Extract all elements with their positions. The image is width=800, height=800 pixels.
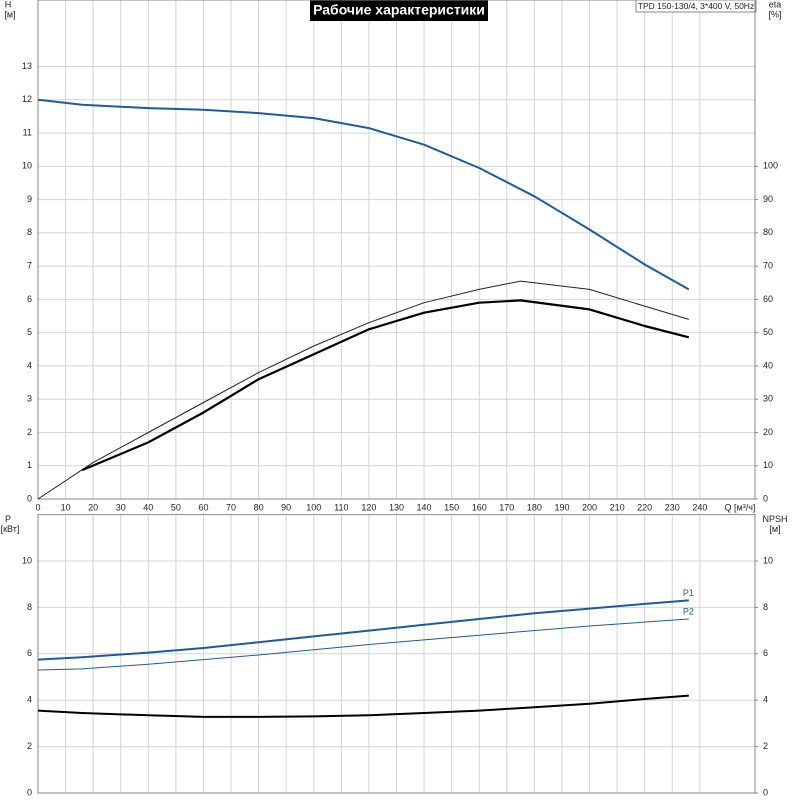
x-tick-label: 190	[554, 502, 569, 512]
y2-tick-label: 4	[763, 695, 768, 705]
y-tick-label: 8	[27, 602, 32, 612]
y2-axis-label: NPSH	[762, 514, 787, 524]
y2-tick-label: 20	[763, 427, 773, 437]
y-axis-unit: [кВт]	[1, 524, 20, 534]
series-line	[81, 299, 690, 472]
series-label: P2	[683, 606, 694, 616]
y-axis-label: H	[5, 0, 12, 9]
x-tick-label: 80	[254, 502, 264, 512]
y2-tick-label: 30	[763, 394, 773, 404]
chart-title: Рабочие характеристики	[313, 2, 485, 18]
x-tick-label: 180	[527, 502, 542, 512]
series-line	[37, 618, 689, 671]
y2-tick-label: 90	[763, 194, 773, 204]
x-tick-label: 230	[665, 502, 680, 512]
y-tick-label: 3	[27, 394, 32, 404]
x-tick-label: 100	[306, 502, 321, 512]
y-tick-label: 10	[22, 555, 32, 565]
y2-tick-label: 100	[763, 161, 778, 171]
y-axis-label: P	[5, 514, 11, 524]
x-axis-label: Q [м³/ч]	[725, 502, 756, 512]
y2-tick-label: 10	[763, 555, 773, 565]
y2-tick-label: 6	[763, 648, 768, 658]
x-tick-label: 50	[171, 502, 181, 512]
annotation-box	[635, 0, 757, 13]
y-tick-label: 11	[23, 127, 32, 137]
x-tick-label: 220	[637, 502, 652, 512]
y-tick-label: 2	[27, 427, 32, 437]
x-tick-label: 200	[582, 502, 597, 512]
y-tick-label: 6	[27, 294, 32, 304]
y2-tick-label: 80	[763, 227, 773, 237]
y2-tick-label: 70	[763, 261, 773, 271]
y-tick-label: 0	[27, 493, 32, 503]
x-tick-label: 110	[334, 502, 348, 512]
y2-tick-label: 0	[763, 787, 768, 797]
y2-tick-label: 0	[763, 493, 768, 503]
x-tick-label: 170	[499, 502, 514, 512]
x-tick-label: 130	[389, 502, 404, 512]
y-tick-label: 7	[27, 261, 32, 271]
y2-axis-unit: [м]	[769, 524, 780, 534]
series-line	[37, 599, 689, 661]
x-tick-label: 10	[61, 502, 71, 512]
y-tick-label: 0	[27, 787, 32, 797]
y2-axis-label: eta	[769, 0, 782, 9]
annotation: TPD 150-130/4, 3*400 V, 50Hz	[638, 1, 754, 11]
y-tick-label: 4	[27, 360, 32, 370]
y2-tick-label: 40	[763, 360, 773, 370]
series-line	[37, 694, 689, 718]
plot-frame	[37, 0, 756, 500]
x-tick-label: 120	[361, 502, 376, 512]
x-tick-label: 30	[116, 502, 126, 512]
series-line	[37, 98, 690, 291]
x-tick-label: 60	[198, 502, 208, 512]
y-axis-unit: [м]	[4, 9, 15, 19]
y-tick-label: 12	[22, 94, 32, 104]
y-tick-label: 10	[22, 161, 32, 171]
series-label: P1	[683, 588, 694, 598]
x-tick-label: 20	[88, 502, 98, 512]
x-tick-label: 150	[444, 502, 459, 512]
x-tick-label: 90	[281, 502, 291, 512]
x-tick-label: 210	[610, 502, 625, 512]
y-tick-label: 4	[27, 695, 32, 705]
x-tick-label: 0	[35, 502, 40, 512]
y-tick-label: 2	[27, 741, 32, 751]
x-tick-label: 40	[143, 502, 153, 512]
x-tick-label: 240	[692, 502, 707, 512]
y2-tick-label: 50	[763, 327, 773, 337]
series-line	[37, 280, 689, 500]
title-box	[310, 0, 488, 21]
y-tick-label: 13	[22, 61, 32, 71]
y-tick-label: 1	[27, 460, 32, 470]
x-tick-label: 160	[472, 502, 487, 512]
y-tick-label: 9	[27, 194, 32, 204]
y2-tick-label: 8	[763, 602, 768, 612]
y-tick-label: 8	[27, 227, 32, 237]
x-tick-label: 140	[417, 502, 432, 512]
y-tick-label: 6	[27, 648, 32, 658]
y2-tick-label: 60	[763, 294, 773, 304]
y2-tick-label: 2	[763, 741, 768, 751]
x-tick-label: 70	[226, 502, 236, 512]
y-tick-label: 5	[27, 327, 32, 337]
y2-tick-label: 10	[763, 460, 773, 470]
y2-axis-unit: [%]	[768, 9, 781, 19]
